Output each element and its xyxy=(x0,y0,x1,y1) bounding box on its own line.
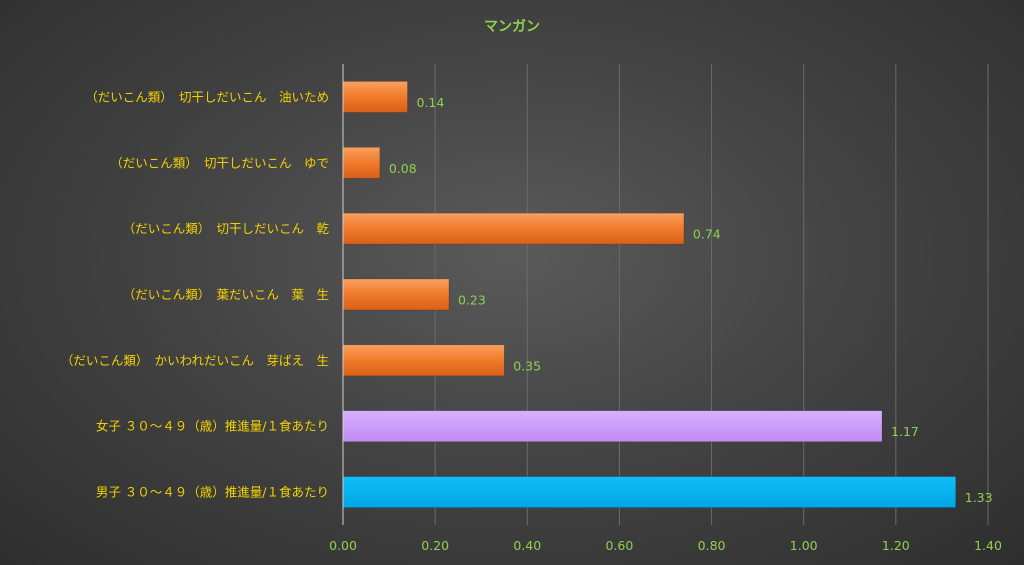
category-labels: （だいこん類） 切干しだいこん 油いため （だいこん類） 切干しだいこん ゆで （だ… xyxy=(61,89,330,499)
chart-title: マンガン xyxy=(484,19,540,35)
data-label: 0.23 xyxy=(458,293,486,308)
data-label: 0.14 xyxy=(417,95,445,110)
category-label: （だいこん類） 切干しだいこん 乾 xyxy=(123,221,330,236)
x-axis-tick-labels: 0.00 0.20 0.40 0.60 0.80 1.00 1.20 1.40 xyxy=(329,538,1002,553)
category-label: （だいこん類） かいわれだいこん 芽ばえ 生 xyxy=(61,353,329,368)
category-label: （だいこん類） 切干しだいこん ゆで xyxy=(110,155,329,170)
bar xyxy=(342,81,408,113)
bar xyxy=(342,344,505,377)
x-tick-label: 0.00 xyxy=(329,538,357,553)
bars xyxy=(342,81,957,508)
data-labels: 0.14 0.08 0.74 0.23 0.35 1.17 1.33 xyxy=(389,95,993,505)
bar xyxy=(342,212,685,245)
category-label: （だいこん類） 切干しだいこん 油いため xyxy=(85,89,329,104)
gridlines xyxy=(434,64,989,525)
x-tick-label: 0.40 xyxy=(513,538,541,553)
x-tick-label: 0.80 xyxy=(698,538,726,553)
data-label: 1.33 xyxy=(965,490,993,505)
category-label: 男子 ３０～４９（歳）推進量/１食あたり xyxy=(96,485,329,500)
x-tick-label: 1.40 xyxy=(974,538,1002,553)
bar xyxy=(342,476,957,508)
bar xyxy=(342,410,883,443)
category-label: 女子 ３０～４９（歳）推進量/１食あたり xyxy=(96,419,329,434)
category-label: （だいこん類） 葉だいこん 葉 生 xyxy=(123,287,329,302)
x-tick-label: 1.00 xyxy=(790,538,818,553)
x-tick-label: 1.20 xyxy=(882,538,910,553)
x-tick-label: 0.60 xyxy=(606,538,634,553)
bar xyxy=(342,278,450,311)
x-tick-label: 0.20 xyxy=(421,538,449,553)
data-label: 0.08 xyxy=(389,161,417,176)
data-label: 0.74 xyxy=(693,227,721,242)
data-label: 0.35 xyxy=(513,358,541,373)
data-label: 1.17 xyxy=(891,424,919,439)
bar xyxy=(342,146,381,179)
